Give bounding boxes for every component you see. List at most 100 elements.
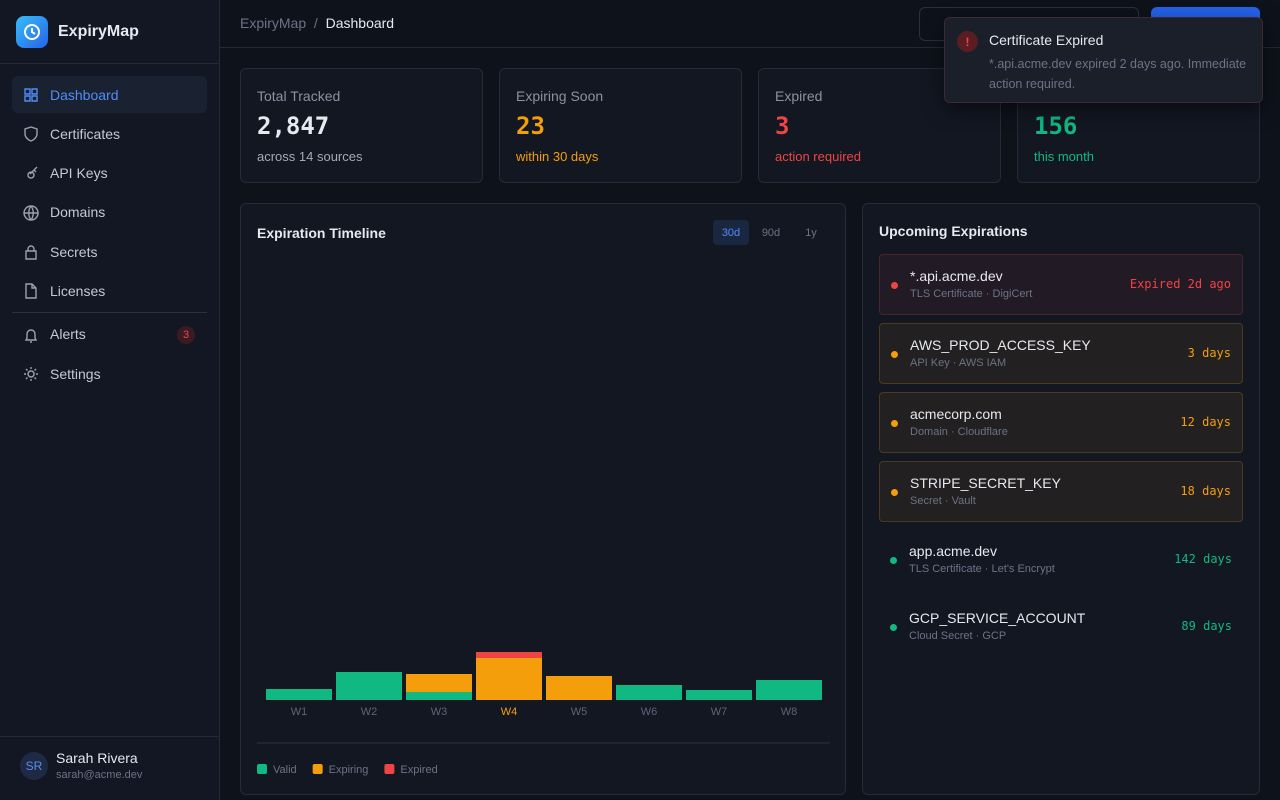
nav-label: Settings bbox=[50, 365, 101, 382]
chart-card: Expiration Timeline 30d 90d 1y W1 W2 W3 W4 W5 W… bbox=[240, 203, 846, 795]
bar bbox=[546, 676, 612, 700]
item-due: 18 days bbox=[1180, 484, 1231, 498]
item-meta: Secret · Vault bbox=[910, 495, 976, 507]
legend-swatch bbox=[384, 764, 395, 774]
user-info: Sarah Rivera sarah@acme.dev bbox=[56, 750, 142, 781]
nav-icon bbox=[23, 205, 39, 221]
item-due: 89 days bbox=[1181, 619, 1232, 633]
logo-icon bbox=[24, 24, 40, 40]
legend-label: Expired bbox=[400, 764, 437, 776]
sidebar: ExpiryMap Dashboard Certificates API Keys D… bbox=[0, 0, 220, 800]
item-name: acmecorp.com bbox=[910, 406, 1002, 422]
upcoming-card: Upcoming Expirations *.api.acme.dev TLS C… bbox=[862, 203, 1260, 795]
crumb-root[interactable]: ExpiryMap bbox=[240, 15, 307, 31]
bar bbox=[616, 685, 682, 700]
stat-card: Expiring Soon 23 within 30 days bbox=[499, 68, 742, 183]
user-name: Sarah Rivera bbox=[56, 750, 138, 766]
period-button[interactable]: 90d bbox=[761, 226, 781, 239]
nav: Dashboard Certificates API Keys Domains Secr… bbox=[12, 76, 207, 394]
x-tick-label: W5 bbox=[571, 706, 588, 718]
bar bbox=[756, 680, 822, 700]
item-meta: Cloud Secret · GCP bbox=[909, 630, 1007, 642]
status-dot bbox=[890, 624, 897, 631]
bar bbox=[476, 652, 542, 658]
item-due: 142 days bbox=[1174, 552, 1232, 566]
item-name: AWS_PROD_ACCESS_KEY bbox=[910, 337, 1091, 353]
nav-item[interactable]: Settings bbox=[12, 355, 207, 392]
status-dot bbox=[891, 351, 898, 358]
expiry-row[interactable]: *.api.acme.dev TLS Certificate · DigiCert… bbox=[879, 254, 1243, 315]
item-meta: TLS Certificate · DigiCert bbox=[910, 288, 1033, 300]
nav-item[interactable]: API Keys bbox=[12, 155, 207, 192]
item-due: 3 days bbox=[1187, 346, 1231, 360]
period-button[interactable]: 1y bbox=[805, 226, 817, 239]
toast[interactable]: ! Certificate Expired *.api.acme.dev exp… bbox=[944, 17, 1263, 103]
expiry-row[interactable]: AWS_PROD_ACCESS_KEY API Key · AWS IAM 3 da… bbox=[879, 323, 1243, 384]
item-name: STRIPE_SECRET_KEY bbox=[910, 475, 1061, 491]
chart: W1 W2 W3 W4 W5 W6 W7 W8 Valid Expiring Expired bbox=[257, 652, 830, 776]
bar bbox=[266, 689, 332, 700]
icon-path bbox=[25, 245, 37, 260]
icon-path bbox=[25, 283, 37, 300]
expiry-row[interactable]: GCP_SERVICE_ACCOUNT Cloud Secret · GCP 89 … bbox=[879, 597, 1243, 658]
brand[interactable]: ExpiryMap bbox=[16, 16, 139, 48]
toast-title: Certificate Expired bbox=[989, 32, 1104, 48]
brand-name: ExpiryMap bbox=[58, 23, 139, 40]
nav-item[interactable]: Certificates bbox=[12, 115, 207, 152]
user[interactable]: SR Sarah Rivera sarah@acme.dev bbox=[20, 750, 142, 781]
nav-item[interactable]: Secrets bbox=[12, 233, 207, 270]
stat-label: Expiring Soon bbox=[516, 88, 604, 104]
nav-item[interactable]: Dashboard bbox=[12, 76, 207, 113]
icon-path bbox=[24, 329, 38, 343]
status-dot bbox=[890, 557, 897, 564]
legend-swatch bbox=[257, 764, 267, 774]
stat-value: 156 bbox=[1034, 112, 1078, 140]
nav-label: Licenses bbox=[50, 282, 106, 299]
chart-title: Expiration Timeline bbox=[257, 225, 386, 241]
upcoming-title: Upcoming Expirations bbox=[879, 223, 1028, 239]
nav-item[interactable]: Licenses bbox=[12, 272, 207, 309]
nav-item[interactable]: Alerts 3 bbox=[12, 316, 207, 353]
item-name: GCP_SERVICE_ACCOUNT bbox=[909, 610, 1086, 626]
x-tick-label: W2 bbox=[361, 706, 378, 718]
stat-label: Expired bbox=[775, 88, 823, 104]
nav-icon bbox=[25, 283, 37, 300]
x-tick-label: W6 bbox=[641, 706, 658, 718]
status-dot bbox=[891, 282, 898, 289]
icon-path bbox=[24, 367, 38, 382]
nav-icon bbox=[27, 166, 38, 179]
nav-label: Alerts bbox=[50, 326, 86, 343]
icon-path bbox=[24, 126, 38, 143]
nav-badge: 3 bbox=[177, 325, 195, 344]
item-due: 12 days bbox=[1180, 415, 1231, 429]
divider bbox=[0, 63, 219, 64]
expiry-row[interactable]: app.acme.dev TLS Certificate · Let's Encr… bbox=[879, 530, 1243, 591]
period-button[interactable]: 30d bbox=[713, 220, 749, 245]
nav-icon bbox=[24, 126, 38, 143]
nav-icon bbox=[24, 367, 38, 382]
stat-note: action required bbox=[775, 149, 861, 164]
legend-label: Valid bbox=[273, 764, 297, 776]
expiry-row[interactable]: STRIPE_SECRET_KEY Secret · Vault 18 days bbox=[879, 461, 1243, 522]
x-tick-label: W8 bbox=[781, 706, 798, 718]
stat-note: this month bbox=[1034, 149, 1094, 164]
legend-label: Expiring bbox=[329, 764, 369, 776]
x-tick-label: W4 bbox=[501, 706, 518, 718]
breadcrumb: ExpiryMap / Dashboard bbox=[240, 15, 395, 31]
stat-label: Total Tracked bbox=[257, 88, 341, 104]
item-meta: TLS Certificate · Let's Encrypt bbox=[909, 563, 1055, 575]
nav-divider bbox=[12, 311, 207, 313]
period-switch: 30d 90d 1y bbox=[713, 220, 829, 245]
bar bbox=[476, 658, 542, 700]
user-email: sarah@acme.dev bbox=[56, 769, 143, 781]
item-meta: API Key · AWS IAM bbox=[910, 357, 1007, 369]
nav-icon bbox=[24, 329, 38, 343]
expiry-row[interactable]: acmecorp.com Domain · Cloudflare 12 days bbox=[879, 392, 1243, 453]
nav-item[interactable]: Domains bbox=[12, 194, 207, 231]
nav-label: Dashboard bbox=[50, 86, 119, 103]
bar bbox=[686, 690, 752, 700]
divider bbox=[0, 736, 219, 737]
stat-note: across 14 sources bbox=[257, 149, 363, 164]
